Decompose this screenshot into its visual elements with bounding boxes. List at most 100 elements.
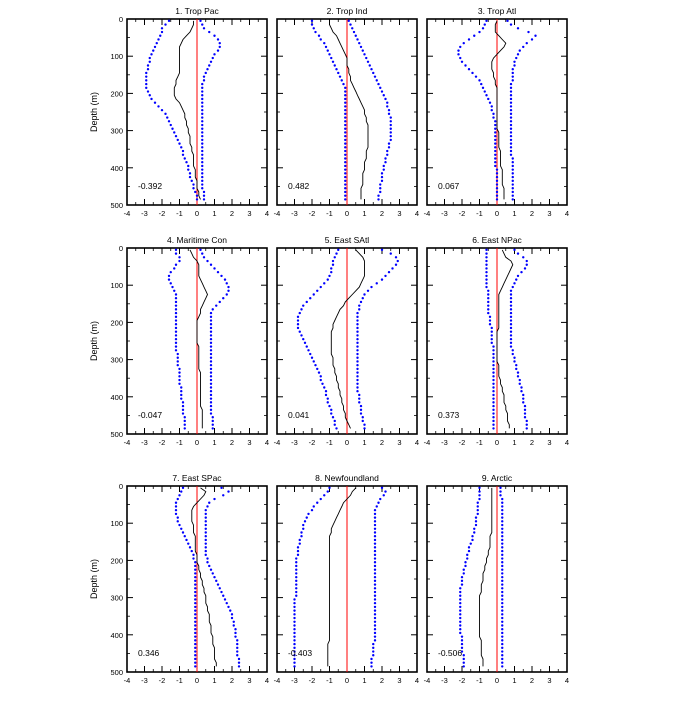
panel-title: 6. East NPac <box>472 235 522 245</box>
upper-bound-point <box>511 285 514 289</box>
upper-bound-point <box>380 172 384 175</box>
upper-bound-point <box>511 352 514 356</box>
upper-bound-point <box>213 267 216 270</box>
upper-bound-point <box>202 198 206 201</box>
lower-bound-point <box>330 267 333 270</box>
upper-bound-point <box>201 131 204 134</box>
lower-bound-point <box>476 501 479 504</box>
upper-bound-point <box>389 116 392 119</box>
upper-bound-point <box>387 108 391 112</box>
lower-bound-point <box>344 105 347 108</box>
lower-bound-point <box>312 505 315 508</box>
lower-bound-point <box>487 304 490 307</box>
panel-9: -4 -3 -2 -1 0 1 2 3 4 9. Arctic -0.506 <box>424 473 569 685</box>
upper-bound-point <box>370 68 373 71</box>
upper-bound-point <box>373 564 377 568</box>
upper-bound-point <box>509 142 513 145</box>
upper-bound-point <box>373 587 377 590</box>
lower-bound-point <box>488 315 492 319</box>
upper-bound-point <box>501 635 504 638</box>
lower-bound-point <box>492 378 495 382</box>
upper-bound-point <box>501 583 504 586</box>
lower-bound-point <box>459 624 462 627</box>
x-tick-label: 0 <box>495 676 499 685</box>
upper-bound-point <box>236 642 239 646</box>
upper-bound-point <box>201 157 204 160</box>
upper-bound-point <box>204 516 207 519</box>
upper-bound-point <box>373 639 377 642</box>
lower-bound-point <box>490 105 493 108</box>
lower-bound-point <box>490 326 493 330</box>
lower-bound-point <box>331 60 335 63</box>
y-tick-label: 500 <box>110 668 123 677</box>
upper-bound-point <box>520 270 523 274</box>
upper-bound-point <box>509 82 513 86</box>
lower-bound-point <box>296 546 300 549</box>
lower-bound-point <box>178 382 181 385</box>
upper-bound-point <box>201 120 204 123</box>
lower-bound-point <box>194 190 197 194</box>
lower-bound-point <box>492 416 495 419</box>
upper-bound-point <box>201 149 204 153</box>
x-tick-label: -4 <box>424 676 431 685</box>
lower-bound-point <box>464 561 467 564</box>
x-tick-label: -2 <box>159 209 166 218</box>
lower-bound-point <box>157 105 160 108</box>
upper-bound-point <box>380 90 384 93</box>
mean-profile-line <box>491 20 507 200</box>
upper-bound-point <box>232 624 235 627</box>
upper-bound-point <box>201 179 204 183</box>
upper-bound-point <box>223 278 227 281</box>
lower-bound-point <box>305 345 308 348</box>
panel-4: -4 -3 -2 -1 0 1 2 3 4 0 100 200 300 400 500 Depth (m) 4.… <box>89 235 269 447</box>
upper-bound-point <box>202 194 206 197</box>
lower-bound-point <box>195 194 199 197</box>
x-tick-label: 1 <box>512 438 516 447</box>
lower-bound-point <box>469 542 472 545</box>
upper-bound-point <box>356 375 359 378</box>
upper-bound-point <box>216 270 220 274</box>
upper-bound-point <box>356 378 359 382</box>
upper-bound-point <box>222 494 225 497</box>
upper-bound-point <box>534 34 537 37</box>
upper-bound-point <box>509 127 513 130</box>
upper-bound-point <box>204 542 207 545</box>
lower-bound-point <box>180 527 183 530</box>
x-tick-label: 0 <box>345 438 349 447</box>
lower-bound-point <box>459 45 462 49</box>
upper-bound-point <box>208 501 211 504</box>
lower-bound-point <box>293 639 296 642</box>
upper-bound-point <box>501 505 504 508</box>
upper-bound-point <box>522 393 525 397</box>
upper-bound-point <box>389 252 392 255</box>
lower-bound-point <box>344 86 347 90</box>
x-tick-label: -1 <box>176 209 183 218</box>
lower-bound-point <box>192 557 195 560</box>
x-tick-label: 4 <box>565 438 569 447</box>
lower-bound-point <box>302 337 305 341</box>
upper-bound-point <box>509 323 513 326</box>
upper-bound-point <box>515 278 518 281</box>
lower-bound-point <box>492 356 495 359</box>
lower-bound-point <box>183 427 186 430</box>
lower-bound-point <box>167 274 171 278</box>
upper-bound-point <box>373 549 377 553</box>
upper-bound-point <box>201 183 204 186</box>
upper-bound-point <box>501 520 504 523</box>
upper-bound-point <box>516 53 520 56</box>
upper-bound-point <box>379 497 382 501</box>
lower-bound-point <box>323 282 326 285</box>
lower-bound-point <box>462 654 465 657</box>
x-tick-label: 4 <box>265 209 269 218</box>
lower-bound-point <box>176 363 179 367</box>
lower-bound-point <box>169 123 172 127</box>
y-tick-label: 100 <box>110 281 123 290</box>
upper-bound-point <box>372 646 375 650</box>
lower-bound-point <box>300 531 303 534</box>
upper-bound-point <box>509 337 513 341</box>
upper-bound-point <box>511 179 514 183</box>
upper-bound-point <box>515 363 518 367</box>
upper-bound-point <box>501 557 504 560</box>
lower-bound-point <box>303 520 307 523</box>
